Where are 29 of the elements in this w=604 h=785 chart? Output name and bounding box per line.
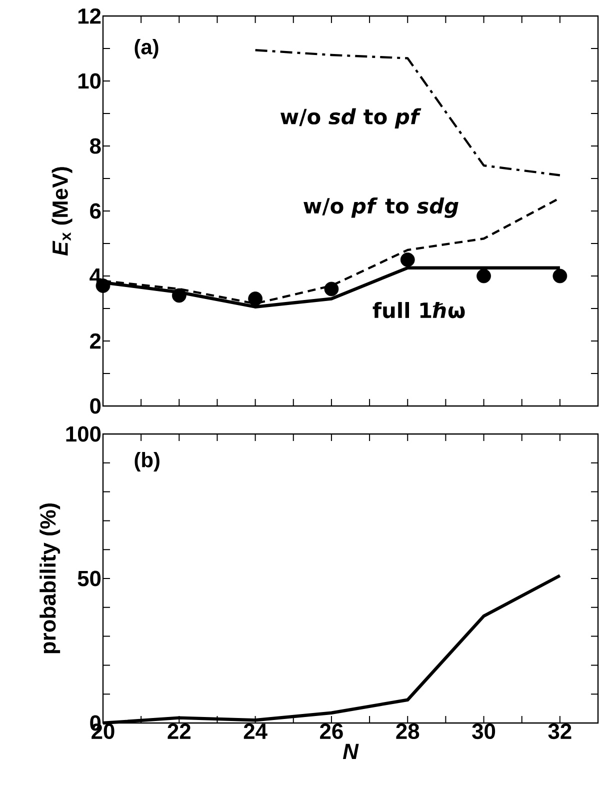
y-axis-title: probability (%): [40, 504, 60, 654]
point: [172, 288, 186, 303]
y-axis-title: E$_{x}$ (MeV): [52, 167, 72, 256]
y-tick-label: 0: [90, 398, 101, 414]
y-tick-label: 8: [90, 138, 101, 154]
point: [400, 252, 415, 267]
x-tick-label: 30: [472, 724, 496, 740]
y-tick-label: 12: [78, 8, 101, 24]
x-axis-title: N: [342, 744, 359, 759]
point: [552, 268, 568, 284]
point: [476, 268, 491, 284]
y-tick-label: 10: [78, 73, 101, 89]
series-label: w/o sd to pf: [280, 108, 422, 128]
x-tick-label: 22: [168, 724, 190, 739]
y-tick-label: 2: [90, 333, 101, 349]
x-tick-label: 28: [396, 724, 420, 740]
annotation: (b): [134, 452, 160, 472]
point: [248, 292, 263, 306]
line-series: [254, 49, 562, 176]
y-tick-label: 50: [78, 570, 101, 586]
x-tick-label: 32: [548, 724, 572, 740]
annotation: (a): [134, 39, 158, 59]
x-tick-label: 24: [244, 724, 268, 739]
y-tick-label: 6: [90, 203, 101, 219]
series-label: w/o pf to sdg: [304, 198, 458, 218]
point: [324, 282, 339, 296]
x-tick-label: 26: [320, 724, 343, 740]
series-label: full 1ℏω: [372, 302, 465, 318]
y-tick-label: 100: [66, 426, 101, 442]
